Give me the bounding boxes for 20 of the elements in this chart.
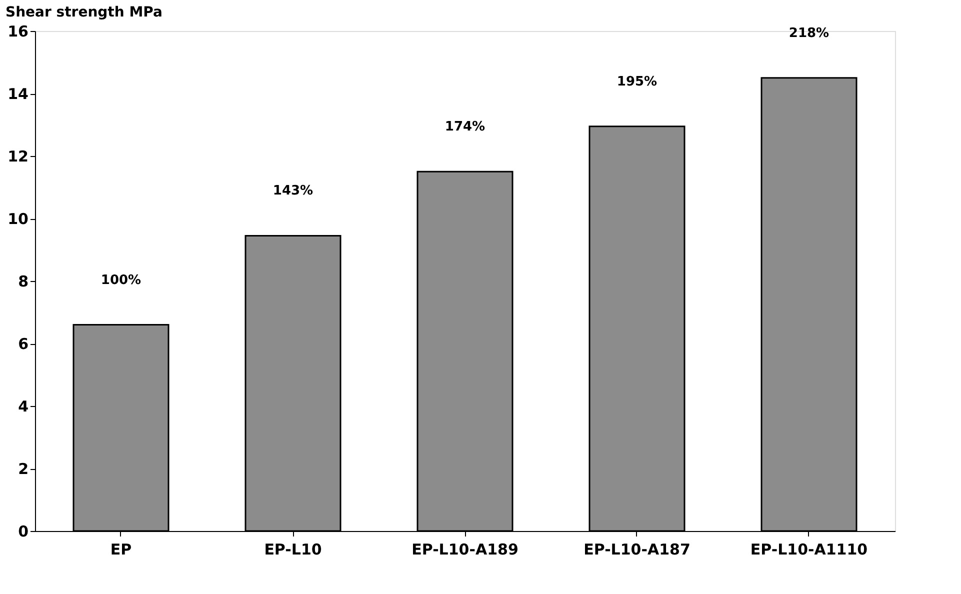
y-tick-label: 0 (18, 522, 28, 540)
annotation: 195% (616, 74, 658, 90)
y-axis-title: Shear strength MPa (6, 4, 162, 20)
x-tick-label: EP-L10-A189 (412, 540, 518, 558)
y-tick-label: 12 (8, 148, 28, 166)
y-tick-label: 14 (8, 85, 28, 103)
x-tick-label: EP-L10-A187 (584, 540, 690, 558)
y-tick-label: 6 (18, 335, 28, 353)
y-tick-label: 2 (18, 460, 28, 478)
annotation: 100% (100, 272, 142, 288)
x-tick-label: EP-L10 (264, 540, 322, 558)
annotation: 143% (272, 184, 314, 199)
x-tick-label: EP (110, 540, 132, 558)
annotation: 174% (444, 120, 486, 135)
x-tick-label: EP-L10-A1110 (750, 540, 868, 558)
y-tick-label: 16 (8, 22, 28, 40)
y-tick-label: 10 (8, 210, 28, 228)
y-tick-label: 4 (18, 398, 28, 416)
annotation: 218% (788, 26, 830, 41)
y-tick-label: 8 (18, 272, 28, 290)
